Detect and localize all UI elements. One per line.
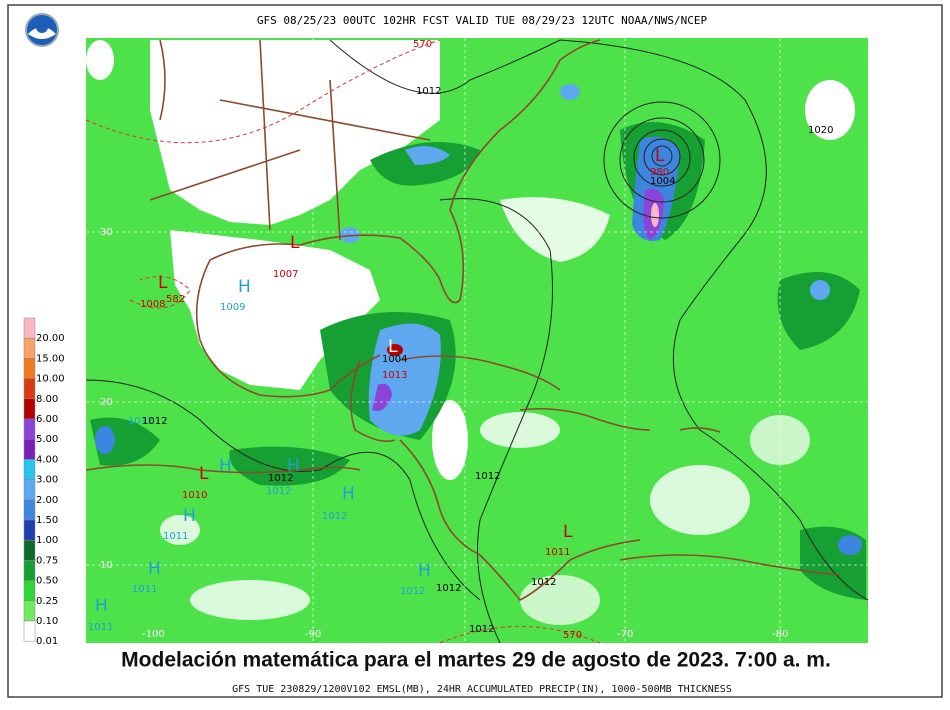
map-label: 1012 <box>268 473 293 484</box>
map-label: L <box>388 337 398 357</box>
legend-label: 20.00 <box>36 333 65 344</box>
map-label: H <box>183 506 196 526</box>
map-label: 570 <box>413 39 432 50</box>
map-label: H <box>418 561 431 581</box>
map-label: 20 <box>100 397 113 408</box>
map-label: H <box>287 456 300 476</box>
map-label: H <box>238 277 251 297</box>
map-label: 1011 <box>132 584 157 595</box>
legend-swatch <box>23 560 36 581</box>
map-label: -90 <box>305 629 321 640</box>
legend-label: 0.25 <box>36 596 58 607</box>
map-label: 1012 <box>400 586 425 597</box>
map-label: 1012 <box>128 416 153 427</box>
map-label: 1011 <box>163 531 188 542</box>
map-label: L <box>158 273 168 293</box>
map-labels: 570 1012 1020 L 980 1004 30 L 1007 L 100… <box>88 39 833 641</box>
map-label: 1007 <box>273 269 298 280</box>
map-label: 570 <box>563 630 582 641</box>
footer: GFS TUE 230829/1200V102 EMSL(MB), 24HR A… <box>232 684 732 695</box>
map-label: H <box>95 596 108 616</box>
map-label: 1013 <box>382 370 407 381</box>
legend-swatch <box>23 459 36 480</box>
legend-swatch <box>23 519 36 541</box>
map-title: GFS 08/25/23 00UTC 102HR FCST VALID TUE … <box>257 14 708 27</box>
legend-swatch <box>23 499 36 521</box>
legend-swatch <box>23 358 36 379</box>
legend-label: 5.00 <box>36 434 58 445</box>
legend-label: 3.00 <box>36 475 58 486</box>
noaa-logo <box>25 13 59 47</box>
map-label: 1020 <box>808 125 833 136</box>
color-legend: 20.00 15.00 10.00 8.00 6.00 5.00 4.00 3.00 2.00 1… <box>23 317 65 647</box>
map-label: L <box>655 146 665 166</box>
legend-swatch <box>23 438 36 460</box>
legend-label: 0.75 <box>36 555 58 566</box>
legend-swatch <box>23 600 36 622</box>
map-label: 1012 <box>436 583 461 594</box>
map-label: 1012 <box>322 511 347 522</box>
map-label: 10 <box>100 560 113 571</box>
legend-swatch <box>23 418 36 440</box>
legend-swatch <box>23 317 36 339</box>
map-label: 1012 <box>475 471 500 482</box>
legend-label: 0.01 <box>36 636 58 647</box>
caption: Modelación matemática para el martes 29 … <box>121 649 831 672</box>
map-label: 1012 <box>142 416 167 427</box>
legend-label: 0.50 <box>36 576 58 587</box>
map-label: L <box>199 464 209 484</box>
map-label: H <box>219 456 232 476</box>
map-label: L <box>563 522 573 542</box>
legend-swatch <box>23 378 36 400</box>
map-label: 980 <box>650 167 669 178</box>
isobars <box>85 39 869 644</box>
map-label: H <box>342 484 355 504</box>
map-label: -70 <box>617 629 633 640</box>
coastlines <box>85 39 841 602</box>
map-label: 1004 <box>382 354 407 365</box>
legend-swatch <box>23 539 36 561</box>
map-label: 1012 <box>531 577 556 588</box>
legend-swatch <box>23 580 36 602</box>
map-label: 1012 <box>469 624 494 635</box>
legend-swatch <box>23 337 36 359</box>
map-label: 1011 <box>545 547 570 558</box>
legend-label: 4.00 <box>36 454 58 465</box>
map-label: 30 <box>100 227 113 238</box>
map-label: 582 <box>166 294 185 305</box>
legend-label: 1.50 <box>36 515 58 526</box>
legend-label: 10.00 <box>36 374 65 385</box>
map-label: -80 <box>772 629 788 640</box>
map-label: -100 <box>142 629 165 640</box>
map-label: 1010 <box>182 490 207 501</box>
map-label: 1004 <box>650 176 675 187</box>
legend-label: 6.00 <box>36 414 58 425</box>
thickness-lines <box>85 39 601 644</box>
legend-swatch <box>23 620 36 642</box>
legend-swatch <box>23 479 36 501</box>
map-label: 1012 <box>266 486 291 497</box>
map-label: 1009 <box>220 302 245 313</box>
map-label: 1011 <box>88 622 113 633</box>
legend-label: 1.00 <box>36 535 58 546</box>
legend-label: 2.00 <box>36 495 58 506</box>
map-label: 1012 <box>416 86 441 97</box>
legend-label: 15.00 <box>36 353 65 364</box>
legend-label: 0.10 <box>36 616 58 627</box>
legend-label: 8.00 <box>36 394 58 405</box>
precip-field <box>86 38 868 643</box>
legend-swatch <box>23 398 36 420</box>
map-label: 1008 <box>140 299 165 310</box>
map-label: H <box>148 559 161 579</box>
map-label: L <box>290 233 300 253</box>
